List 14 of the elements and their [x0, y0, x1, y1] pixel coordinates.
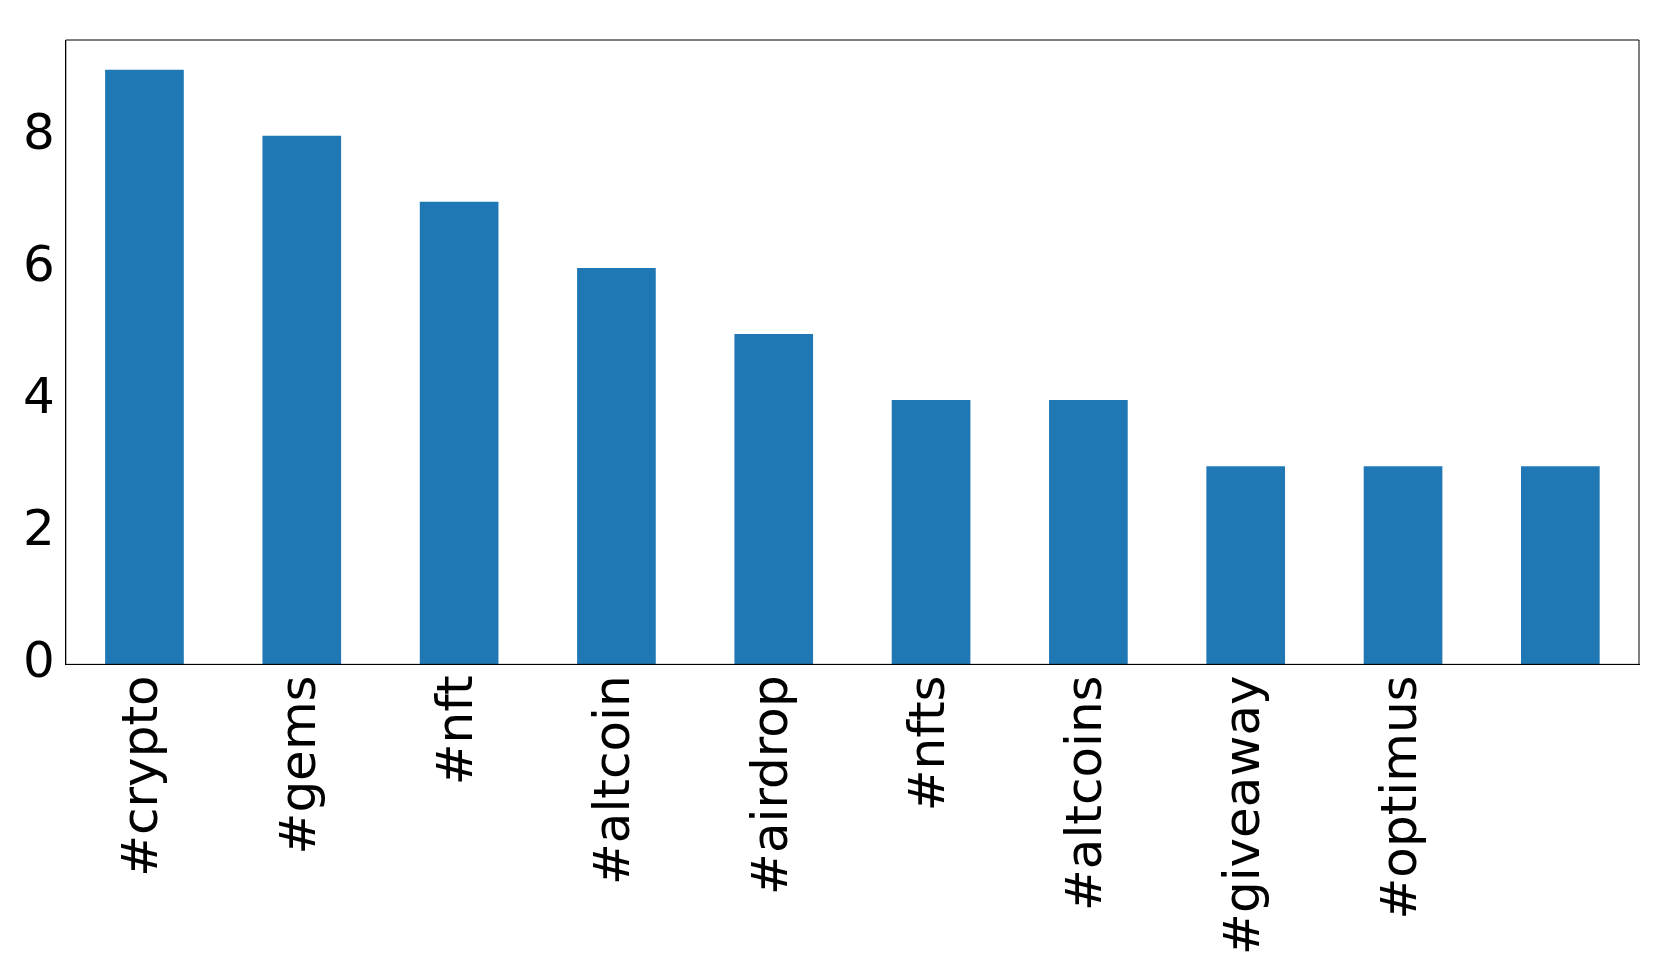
y-tick-label: 8: [23, 102, 55, 161]
x-tick-label: #giveaway: [1212, 675, 1271, 955]
x-tick-label: #nfts: [898, 675, 957, 812]
y-tick-label: 0: [23, 631, 55, 690]
x-tick-label: #optimus: [1370, 675, 1429, 920]
x-tick-label: #altcoins: [1055, 675, 1114, 912]
y-tick-label: 4: [23, 367, 55, 426]
x-tick-label: #crypto: [111, 675, 170, 877]
x-tick-label: #gems: [268, 675, 327, 855]
x-tick-label: #nft: [426, 675, 485, 786]
x-tick-label: #airdrop: [740, 675, 799, 895]
x-tick-label: #altcoin: [583, 675, 642, 886]
y-tick-label: 2: [23, 499, 55, 558]
y-tick-label: 6: [23, 234, 55, 293]
